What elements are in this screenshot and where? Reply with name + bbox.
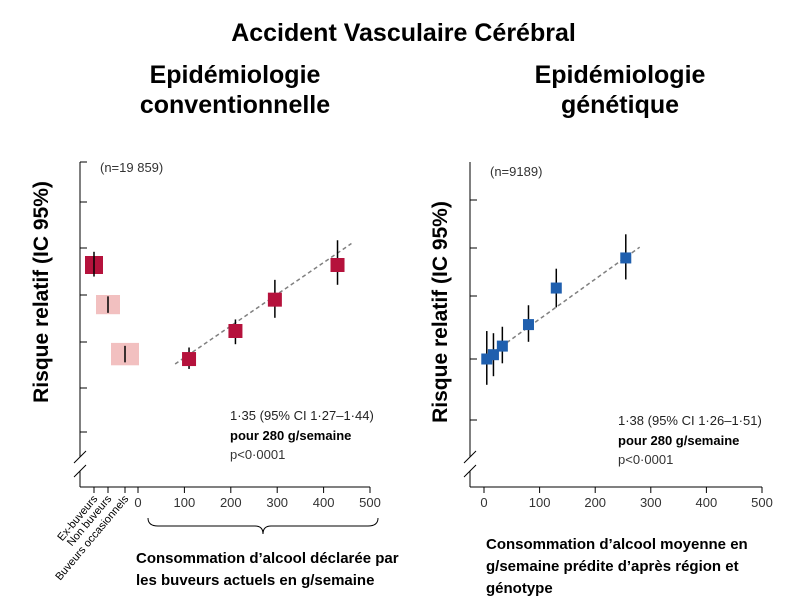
right-panel-title: Epidémiologie génétique bbox=[470, 60, 770, 120]
p-value-annotation: p<0·0001 bbox=[230, 447, 285, 462]
main-title-text: Accident Vasculaire Cérébral bbox=[231, 19, 576, 47]
sample-size-label: (n=9189) bbox=[490, 164, 542, 179]
estimate-annotation: 1·35 (95% CI 1·27–1·44) bbox=[230, 408, 374, 423]
left-x-caption: Consommation d’alcool déclarée par les b… bbox=[136, 548, 456, 592]
right-chart-panel: 0 100 200 300 400 500 Risque relatif (IC 95%) (… bbox=[429, 162, 773, 510]
left-chart-panel: 0 100 200 300 400 500 Risque relatif (IC 95%) (… bbox=[30, 160, 381, 583]
right-title-line1: Epidémiologie bbox=[534, 61, 706, 89]
main-title: Accident Vasculaire Cérébral bbox=[0, 18, 807, 48]
data-point bbox=[550, 282, 562, 294]
x-tick-label: 500 bbox=[751, 495, 773, 510]
right-x-caption-line1: Consommation d’alcool moyenne en bbox=[486, 536, 748, 553]
x-tick-label: 400 bbox=[313, 495, 335, 510]
estimate-annotation: 1·38 (95% CI 1·26–1·51) bbox=[618, 413, 762, 428]
fit-line bbox=[483, 246, 641, 360]
fit-line bbox=[174, 242, 352, 365]
data-point bbox=[481, 353, 493, 365]
data-point bbox=[267, 292, 282, 307]
data-point bbox=[496, 340, 508, 352]
x-tick-label: 200 bbox=[220, 495, 242, 510]
y-axis-label: Risque relatif (IC 95%) bbox=[30, 181, 53, 403]
y-axis-break-mark bbox=[73, 464, 87, 478]
p-value-annotation: p<0·0001 bbox=[618, 452, 673, 467]
data-point bbox=[522, 319, 534, 331]
left-title-line1: Epidémiologie bbox=[149, 61, 321, 89]
data-point bbox=[330, 258, 345, 272]
right-x-caption: Consommation d’alcool moyenne en g/semai… bbox=[486, 534, 804, 599]
y-axis-break-mark bbox=[463, 464, 477, 478]
left-x-caption-line1: Consommation d’alcool déclarée par bbox=[136, 550, 399, 567]
dose-annotation: pour 280 g/semaine bbox=[230, 428, 351, 443]
data-point bbox=[620, 252, 632, 264]
data-point bbox=[228, 324, 243, 338]
dose-annotation: pour 280 g/semaine bbox=[618, 433, 739, 448]
x-tick-label: 200 bbox=[584, 495, 606, 510]
x-tick-label: 100 bbox=[529, 495, 551, 510]
x-tick-label: 300 bbox=[266, 495, 288, 510]
right-title-line2: génétique bbox=[560, 91, 680, 119]
x-tick-label: 500 bbox=[359, 495, 381, 510]
current-drinkers-brace bbox=[147, 517, 379, 535]
data-point bbox=[182, 352, 197, 367]
data-point bbox=[487, 349, 499, 361]
x-tick-label: 100 bbox=[174, 495, 196, 510]
right-x-caption-line3: génotype bbox=[486, 579, 553, 597]
left-panel-title: Epidémiologie conventionnelle bbox=[85, 60, 385, 120]
left-title-line2: conventionnelle bbox=[139, 91, 331, 119]
x-tick-label: 0 bbox=[480, 495, 487, 510]
sample-size-label: (n=19 859) bbox=[100, 160, 163, 175]
y-axis-label: Risque relatif (IC 95%) bbox=[429, 201, 452, 423]
x-tick-label: 300 bbox=[640, 495, 662, 510]
right-x-caption-line2: g/semaine prédite d’après région et bbox=[486, 557, 739, 575]
x-tick-label: 400 bbox=[696, 495, 718, 510]
x-tick-label: 0 bbox=[134, 495, 141, 510]
y-axis-break-mark bbox=[463, 450, 477, 464]
y-axis-break-mark bbox=[73, 450, 87, 464]
left-x-caption-line2: les buveurs actuels en g/semaine bbox=[136, 571, 375, 589]
